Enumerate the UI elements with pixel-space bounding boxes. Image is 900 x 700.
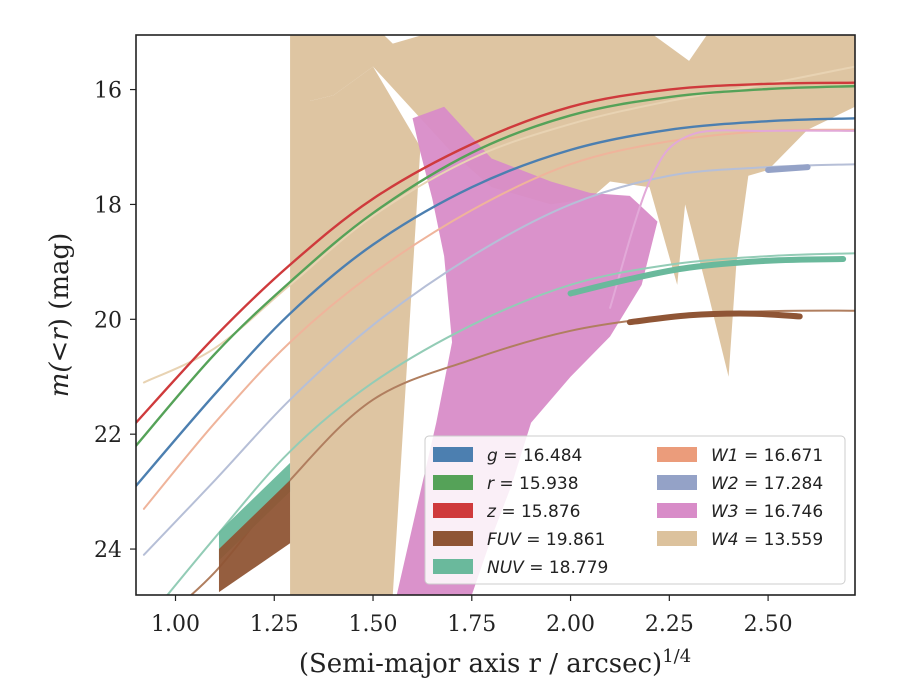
legend-swatch-w4 (657, 531, 697, 546)
series-w4-band-0 (290, 35, 855, 595)
y-tick-label: 18 (94, 193, 122, 218)
x-tick-label: 2.25 (645, 612, 694, 637)
x-tick-label: 1.75 (447, 612, 496, 637)
legend-label-r: r = 15.938 (487, 474, 579, 494)
x-tick-label: 2.50 (744, 612, 793, 637)
legend-swatch-z (433, 503, 473, 518)
series-w1-line-4 (142, 128, 855, 510)
series-w2-thick-11 (765, 164, 811, 173)
legend-label-w4: W4 = 13.559 (711, 530, 823, 550)
series-nuv-line-7 (166, 252, 855, 595)
x-tick-label: 2.00 (546, 612, 595, 637)
series-w2-line-3 (142, 163, 855, 556)
series-w3-line-5 (609, 129, 855, 309)
y-label-lt: < (45, 341, 75, 363)
legend-box (424, 435, 846, 585)
legend-label-z: z = 15.876 (486, 502, 580, 522)
series-fuv-thick-13 (626, 310, 803, 326)
legend-label-w2: W2 = 17.284 (711, 474, 823, 494)
series-g-line-8 (136, 117, 855, 488)
x-tick-label: 1.00 (151, 612, 200, 637)
y-axis-label: m(<r) (mag) (45, 233, 75, 398)
y-tick-label: 20 (94, 308, 122, 333)
legend-swatch-r (433, 475, 473, 490)
legend-swatch-g (433, 447, 473, 462)
series-z-line-10 (136, 81, 855, 424)
plot-frame (135, 34, 856, 596)
legend-swatch-nuv (433, 559, 473, 574)
x-axis-label: (Semi-major axis r / arcsec)1/4 (299, 646, 691, 679)
legend-label-g: g = 16.484 (487, 446, 582, 466)
x-axis: 1.00 1.25 1.50 1.75 2.00 2.25 2.50 (151, 595, 793, 637)
legend-label-nuv: NUV = 18.779 (487, 558, 608, 578)
legend-label-w1: W1 = 16.671 (711, 446, 823, 466)
series-fuv-band-15 (218, 480, 291, 593)
legend: g = 16.484 r = 15.938 z = 15.876 FUV = 19.8… (424, 435, 846, 585)
series-r-line-9 (136, 84, 855, 447)
y-tick-label: 16 (94, 79, 122, 104)
x-tick-label: 1.25 (250, 612, 299, 637)
legend-swatch-w3 (657, 503, 697, 518)
y-label-unit: ) (mag) (45, 233, 75, 329)
legend-swatch-fuv (433, 531, 473, 546)
legend-label-w3: W3 = 16.746 (711, 502, 823, 522)
y-tick-label: 24 (94, 538, 122, 563)
series-w4-band-0-lower (290, 66, 421, 595)
y-tick-label: 22 (94, 423, 122, 448)
legend-swatch-w2 (657, 475, 697, 490)
y-label-m: m( (45, 362, 75, 398)
series-nuv-thick-12 (567, 256, 847, 297)
legend-swatch-w1 (657, 447, 697, 462)
x-tick-label: 1.50 (349, 612, 398, 637)
legend-label-fuv: FUV = 19.861 (487, 530, 605, 550)
y-label-r: r (45, 327, 75, 341)
y-axis: 16 18 20 22 24 (94, 79, 136, 563)
